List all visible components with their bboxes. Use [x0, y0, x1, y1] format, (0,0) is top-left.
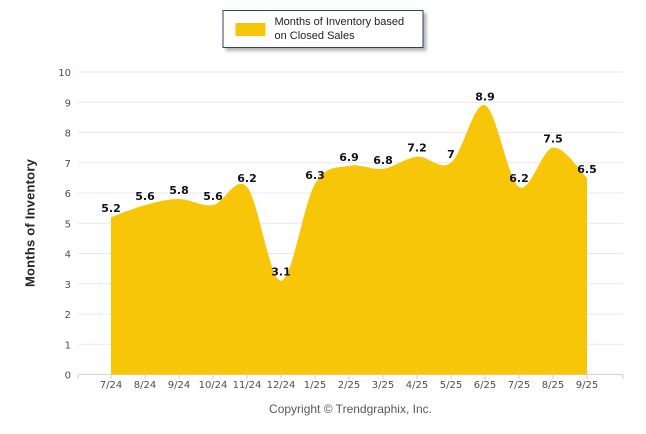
x-tick-label: 7/24 — [100, 380, 122, 391]
y-tick-label: 10 — [58, 68, 71, 79]
data-label: 7 — [447, 148, 455, 161]
area-series — [111, 105, 587, 375]
data-label: 6.2 — [237, 172, 257, 185]
y-tick-label: 2 — [65, 310, 71, 321]
data-label: 5.6 — [135, 190, 155, 203]
y-tick-label: 4 — [65, 250, 71, 261]
data-label: 6.5 — [577, 163, 597, 176]
y-tick-label: 5 — [65, 219, 71, 230]
x-tick-label: 2/25 — [338, 380, 360, 391]
y-tick-label: 1 — [65, 340, 71, 351]
x-tick-label: 9/24 — [168, 380, 190, 391]
x-tick-label: 6/25 — [474, 380, 496, 391]
y-tick-label: 3 — [65, 280, 71, 291]
data-label: 6.8 — [373, 154, 393, 167]
x-tick-label: 4/25 — [406, 380, 428, 391]
data-label: 8.9 — [475, 90, 495, 103]
legend: Months of Inventory based on Closed Sale… — [222, 10, 424, 48]
data-label: 3.1 — [271, 266, 291, 279]
x-tick-label: 11/24 — [233, 380, 262, 391]
x-tick-label: 1/25 — [304, 380, 326, 391]
x-tick-label: 9/25 — [576, 380, 598, 391]
data-label: 7.5 — [543, 133, 563, 146]
data-label: 6.9 — [339, 151, 359, 164]
x-tick-label: 12/24 — [267, 380, 296, 391]
x-tick-label: 8/24 — [134, 380, 156, 391]
data-label: 5.8 — [169, 184, 189, 197]
data-label: 5.2 — [101, 202, 121, 215]
data-label: 6.2 — [509, 172, 529, 185]
legend-label: Months of Inventory based on Closed Sale… — [274, 16, 405, 42]
x-tick-label: 5/25 — [440, 380, 462, 391]
x-tick-label: 8/25 — [542, 380, 564, 391]
x-tick-label: 3/25 — [372, 380, 394, 391]
data-label: 5.6 — [203, 190, 223, 203]
data-label: 7.2 — [407, 142, 427, 155]
x-tick-label: 7/25 — [508, 380, 530, 391]
y-tick-label: 7 — [65, 159, 71, 170]
data-label: 6.3 — [305, 169, 325, 182]
y-tick-label: 9 — [65, 98, 71, 109]
y-tick-label: 8 — [65, 129, 71, 140]
y-tick-label: 6 — [65, 189, 71, 200]
copyright-footer: Copyright © Trendgraphix, Inc. — [269, 402, 432, 416]
legend-swatch-icon — [235, 22, 266, 36]
x-tick-label: 10/24 — [199, 380, 228, 391]
y-tick-label: 0 — [65, 371, 71, 382]
